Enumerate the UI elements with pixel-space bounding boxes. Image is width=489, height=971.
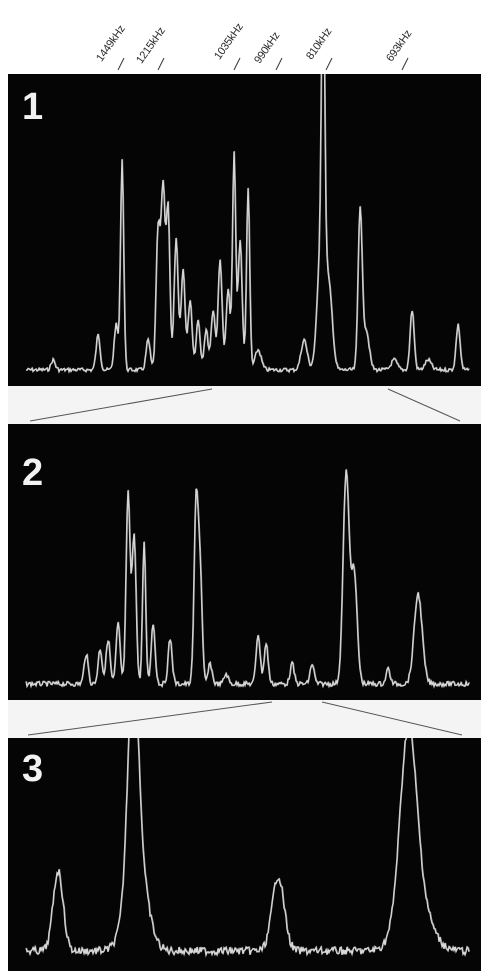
- zoom-gap-1: [8, 386, 481, 424]
- panel-number-2: 2: [22, 452, 44, 494]
- panel-number-1: 1: [22, 86, 44, 128]
- trace-line: [26, 74, 471, 373]
- spectrum-trace-3: [25, 738, 471, 958]
- spectrum-trace-1: [25, 74, 471, 374]
- label-ticks: [117, 57, 409, 71]
- spectrum-panel-3: 3: [8, 738, 481, 971]
- trace-line: [26, 468, 471, 687]
- trace-line: [26, 738, 471, 956]
- trace-line: [25, 469, 470, 689]
- spectrum-panel-1: 1: [8, 74, 481, 386]
- zoom-gap-2: [8, 700, 481, 738]
- panel-number-3: 3: [22, 748, 44, 790]
- spectrum-trace-2: [25, 468, 471, 689]
- trace-line: [25, 74, 470, 374]
- spectrum-panel-2: 2: [8, 424, 481, 700]
- trace-line: [25, 738, 470, 958]
